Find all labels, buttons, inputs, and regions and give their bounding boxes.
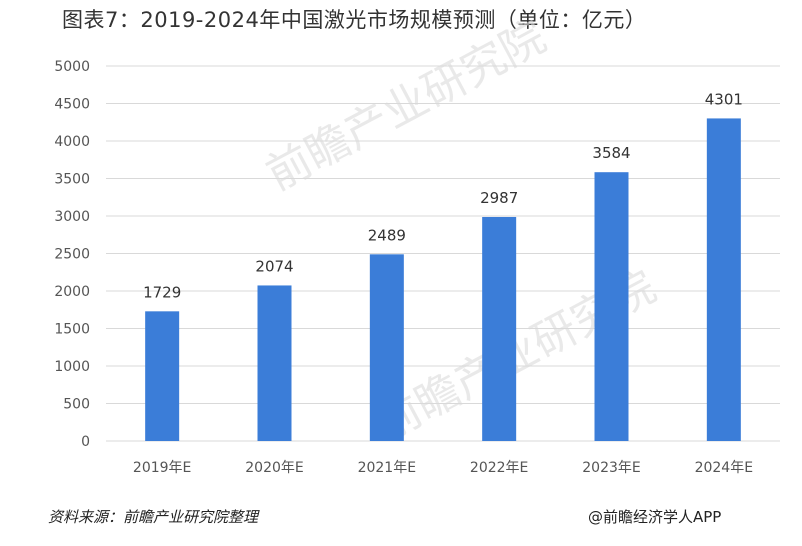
y-tick-label: 4000 — [54, 134, 90, 150]
y-tick-label: 2000 — [54, 284, 90, 300]
x-tick-label: 2020年E — [245, 460, 303, 476]
x-tick-label: 2021年E — [358, 460, 416, 476]
bar — [257, 285, 292, 441]
bar — [369, 254, 404, 441]
bar — [145, 311, 180, 441]
x-tick-label: 2022年E — [470, 460, 528, 476]
source-note: 资料来源：前瞻产业研究院整理 — [48, 508, 259, 526]
grid-lines — [106, 65, 780, 442]
y-tick-label: 2500 — [54, 247, 90, 263]
chart-title: 图表7：2019-2024年中国激光市场规模预测（单位：亿元） — [62, 8, 647, 32]
data-labels: 1729 2074 2489 2987 3584 4301 — [143, 90, 743, 301]
data-label: 1729 — [143, 283, 181, 301]
data-label: 2074 — [255, 257, 293, 275]
y-tick-label: 3000 — [54, 209, 90, 225]
data-label: 2987 — [480, 189, 518, 207]
data-label: 3584 — [592, 144, 630, 162]
data-label: 4301 — [705, 90, 743, 108]
data-label: 2489 — [368, 226, 406, 244]
y-tick-label: 500 — [63, 397, 90, 413]
bar — [706, 118, 741, 442]
y-tick-label: 4500 — [54, 97, 90, 113]
y-tick-label: 3500 — [54, 172, 90, 188]
x-tick-label: 2023年E — [582, 460, 640, 476]
y-axis-ticks: 0 500 1000 1500 2000 2500 3000 3500 4000 4500 5000 — [54, 59, 90, 450]
y-tick-label: 0 — [81, 434, 90, 450]
x-axis-ticks: 2019年E 2020年E 2021年E 2022年E 2023年E 2024年E — [133, 460, 753, 476]
y-tick-label: 5000 — [54, 59, 90, 75]
brand-credit: @前瞻经济学人APP — [588, 508, 722, 526]
y-tick-label: 1000 — [54, 359, 90, 375]
bar — [594, 172, 629, 441]
x-tick-label: 2024年E — [695, 460, 753, 476]
x-tick-label: 2019年E — [133, 460, 191, 476]
bars — [145, 118, 741, 442]
y-tick-label: 1500 — [54, 322, 90, 338]
bar — [482, 216, 517, 441]
